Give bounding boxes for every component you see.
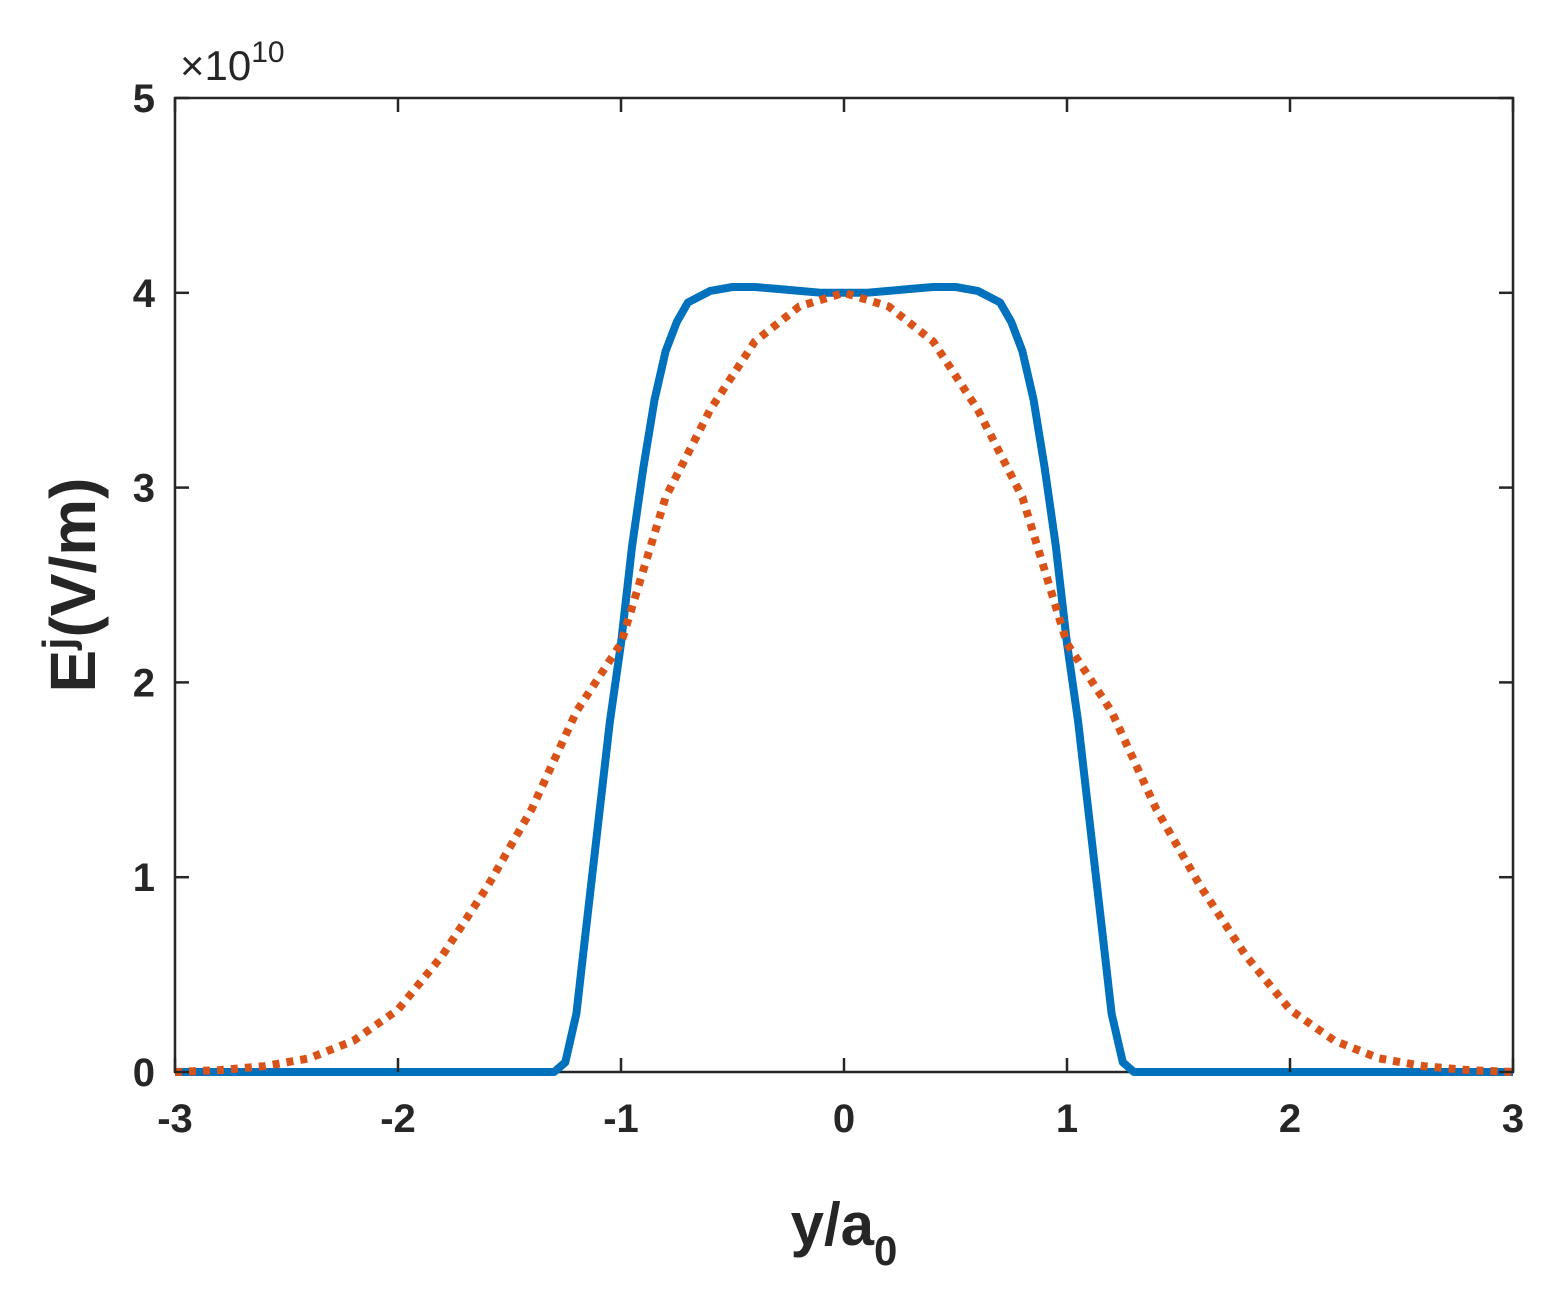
y-exponent-power: 10: [251, 36, 284, 69]
y-tick-label: 4: [133, 272, 156, 316]
y-tick-label: 3: [133, 467, 155, 511]
y-axis-label: Ej(V/m): [34, 478, 109, 693]
series-layer: [174, 283, 1514, 1076]
x-tick-label: 3: [1502, 1097, 1524, 1141]
x-tick-label: 1: [1056, 1097, 1078, 1141]
x-tick-label: 2: [1279, 1097, 1301, 1141]
x-tick-label: -2: [380, 1097, 416, 1141]
x-tick-label: -3: [157, 1097, 193, 1141]
y-tick-label: 1: [133, 856, 155, 900]
y-axis-label-main: E: [37, 650, 109, 693]
y-axis-label-sup: j: [34, 638, 83, 651]
x-tick-label: 0: [833, 1097, 855, 1141]
y-tick-label: 0: [133, 1051, 155, 1095]
x-axis-label-main: y/a: [791, 1191, 875, 1258]
y-axis-label-rest: (V/m): [37, 478, 109, 638]
x-axis-label: y/a0: [791, 1191, 898, 1274]
tick-layer: -3 -2 -1 0 1 2 3 0 1 2 3 4 5: [133, 77, 1524, 1141]
series-1-line: [175, 283, 1513, 1076]
y-tick-label: 5: [133, 77, 155, 121]
y-exponent: ×1010: [180, 36, 285, 89]
y-exponent-base: ×10: [180, 42, 251, 89]
plot-area: [173, 96, 1515, 1074]
y-tick-label: 2: [133, 661, 155, 705]
x-tick-label: -1: [603, 1097, 639, 1141]
x-axis-label-sub: 0: [874, 1227, 897, 1274]
